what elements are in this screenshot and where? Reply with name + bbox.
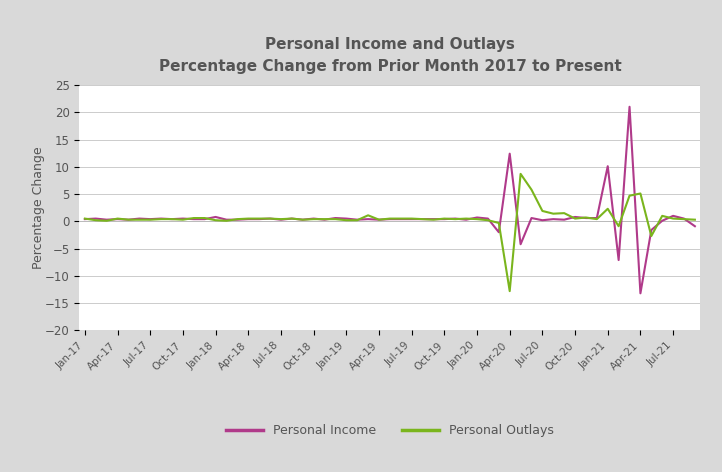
Y-axis label: Percentage Change: Percentage Change <box>32 146 45 269</box>
Title: Personal Income and Outlays
Percentage Change from Prior Month 2017 to Present: Personal Income and Outlays Percentage C… <box>159 37 621 74</box>
Legend: Personal Income, Personal Outlays: Personal Income, Personal Outlays <box>221 419 559 442</box>
